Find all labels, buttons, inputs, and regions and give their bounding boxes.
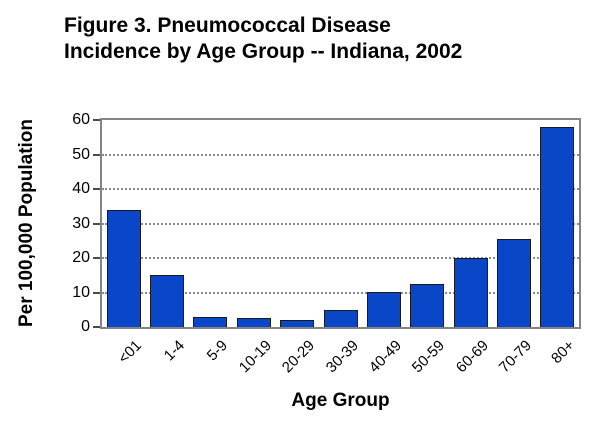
x-tick-label-80+: 80+ — [548, 337, 579, 368]
x-tick-label-5-9: 5-9 — [204, 337, 232, 365]
x-tick-label-40-49: 40-49 — [365, 337, 405, 377]
y-tick-mark-60 — [93, 119, 100, 121]
gridline-y-30 — [102, 222, 579, 225]
bar-1-4 — [150, 275, 185, 327]
y-tick-mark-10 — [93, 291, 100, 294]
y-axis-title: Per 100,000 Population — [16, 118, 37, 328]
chart-title: Figure 3. Pneumococcal Disease Incidence… — [64, 13, 462, 65]
bar-5-9 — [193, 317, 228, 327]
y-tick-mark-30 — [93, 222, 100, 225]
bar-40-49 — [366, 292, 401, 327]
x-tick-label-30-39: 30-39 — [322, 337, 362, 377]
bar-60-69 — [453, 258, 488, 327]
y-tick-label-10: 10 — [72, 283, 90, 301]
x-tick-label-60-69: 60-69 — [452, 337, 492, 377]
gridline-y-50 — [102, 153, 579, 156]
bar-80+ — [540, 127, 575, 327]
chart-title-line-1: Figure 3. Pneumococcal Disease — [64, 14, 391, 37]
bar-30-39 — [323, 310, 358, 327]
y-tick-label-20: 20 — [72, 249, 90, 266]
y-tick-mark-0 — [93, 326, 100, 328]
bar-<01 — [106, 210, 141, 327]
x-tick-label-1-4: 1-4 — [160, 337, 189, 365]
y-tick-label-60: 60 — [72, 111, 90, 128]
x-tick-label-10-19: 10-19 — [235, 337, 275, 377]
gridline-y-40 — [102, 188, 579, 190]
gridline-y-20 — [102, 257, 579, 259]
x-tick-label-70-79: 70-79 — [495, 337, 535, 377]
gridline-y-10 — [102, 291, 579, 294]
bar-20-29 — [280, 320, 315, 327]
x-tick-label-<01: <01 — [114, 337, 145, 368]
chart-title-line-2: Incidence by Age Group -- Indiana, 2002 — [64, 40, 463, 63]
y-tick-mark-50 — [93, 153, 100, 156]
y-tick-label-50: 50 — [72, 145, 90, 163]
y-tick-label-30: 30 — [72, 214, 90, 232]
bar-70-79 — [496, 239, 531, 327]
y-tick-mark-20 — [93, 257, 100, 259]
bar-50-59 — [410, 284, 445, 327]
y-tick-mark-40 — [93, 188, 100, 190]
y-tick-label-40: 40 — [72, 180, 90, 197]
x-tick-label-20-29: 20-29 — [278, 337, 319, 377]
bar-10-19 — [236, 318, 271, 327]
x-axis-title: Age Group — [291, 390, 390, 411]
y-tick-label-0: 0 — [81, 318, 90, 335]
plot-area — [100, 118, 581, 329]
x-tick-label-50-59: 50-59 — [409, 337, 449, 377]
